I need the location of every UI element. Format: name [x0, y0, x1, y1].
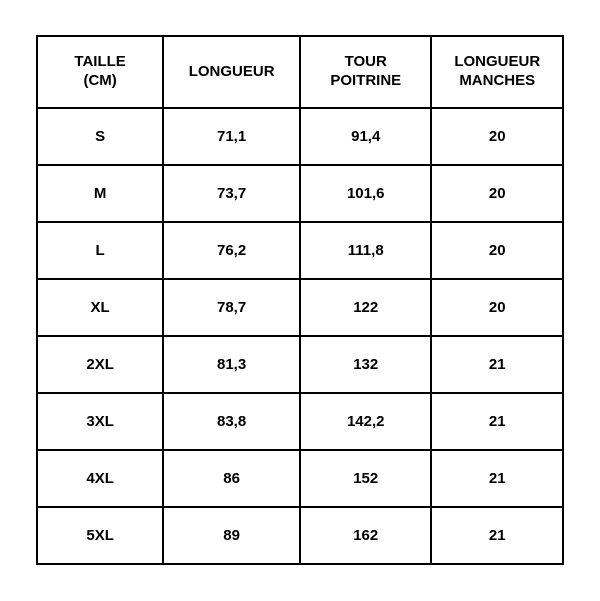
table-row: 3XL 83,8 142,2 21: [37, 393, 563, 450]
cell-size: 5XL: [37, 507, 163, 564]
cell-size: M: [37, 165, 163, 222]
cell-poitrine: 152: [300, 450, 432, 507]
cell-longueur: 81,3: [163, 336, 300, 393]
col-header-longueur-manches: LONGUEUR MANCHES: [431, 36, 563, 108]
table-row: 4XL 86 152 21: [37, 450, 563, 507]
cell-size: 4XL: [37, 450, 163, 507]
cell-longueur: 78,7: [163, 279, 300, 336]
col-header-longueur: LONGUEUR: [163, 36, 300, 108]
cell-manches: 20: [431, 108, 563, 165]
cell-size: S: [37, 108, 163, 165]
col-header-tour-poitrine: TOUR POITRINE: [300, 36, 432, 108]
table-row: 5XL 89 162 21: [37, 507, 563, 564]
table-row: 2XL 81,3 132 21: [37, 336, 563, 393]
cell-manches: 20: [431, 279, 563, 336]
header-label: (CM): [83, 72, 116, 89]
cell-longueur: 73,7: [163, 165, 300, 222]
cell-longueur: 89: [163, 507, 300, 564]
cell-size: 3XL: [37, 393, 163, 450]
cell-size: 2XL: [37, 336, 163, 393]
table-row: S 71,1 91,4 20: [37, 108, 563, 165]
header-label: POITRINE: [330, 72, 401, 89]
table-row: M 73,7 101,6 20: [37, 165, 563, 222]
cell-longueur: 71,1: [163, 108, 300, 165]
cell-poitrine: 142,2: [300, 393, 432, 450]
header-label: LONGUEUR: [454, 53, 540, 70]
size-chart-table: TAILLE (CM) LONGUEUR TOUR POITRINE LONGU…: [36, 35, 564, 565]
col-header-taille: TAILLE (CM): [37, 36, 163, 108]
cell-manches: 21: [431, 393, 563, 450]
cell-poitrine: 162: [300, 507, 432, 564]
cell-longueur: 76,2: [163, 222, 300, 279]
cell-manches: 20: [431, 165, 563, 222]
cell-poitrine: 132: [300, 336, 432, 393]
cell-manches: 21: [431, 336, 563, 393]
cell-longueur: 83,8: [163, 393, 300, 450]
cell-manches: 21: [431, 507, 563, 564]
cell-manches: 21: [431, 450, 563, 507]
cell-manches: 20: [431, 222, 563, 279]
table-row: XL 78,7 122 20: [37, 279, 563, 336]
header-label: TOUR: [345, 53, 387, 70]
cell-poitrine: 111,8: [300, 222, 432, 279]
cell-size: XL: [37, 279, 163, 336]
header-label: LONGUEUR: [189, 63, 275, 80]
cell-size: L: [37, 222, 163, 279]
header-label: TAILLE: [74, 53, 125, 70]
table-body: S 71,1 91,4 20 M 73,7 101,6 20 L 76,2 11…: [37, 108, 563, 564]
table-row: L 76,2 111,8 20: [37, 222, 563, 279]
size-chart-container: TAILLE (CM) LONGUEUR TOUR POITRINE LONGU…: [0, 0, 600, 601]
table-header-row: TAILLE (CM) LONGUEUR TOUR POITRINE LONGU…: [37, 36, 563, 108]
cell-poitrine: 122: [300, 279, 432, 336]
cell-poitrine: 101,6: [300, 165, 432, 222]
header-label: MANCHES: [459, 72, 535, 89]
cell-longueur: 86: [163, 450, 300, 507]
cell-poitrine: 91,4: [300, 108, 432, 165]
